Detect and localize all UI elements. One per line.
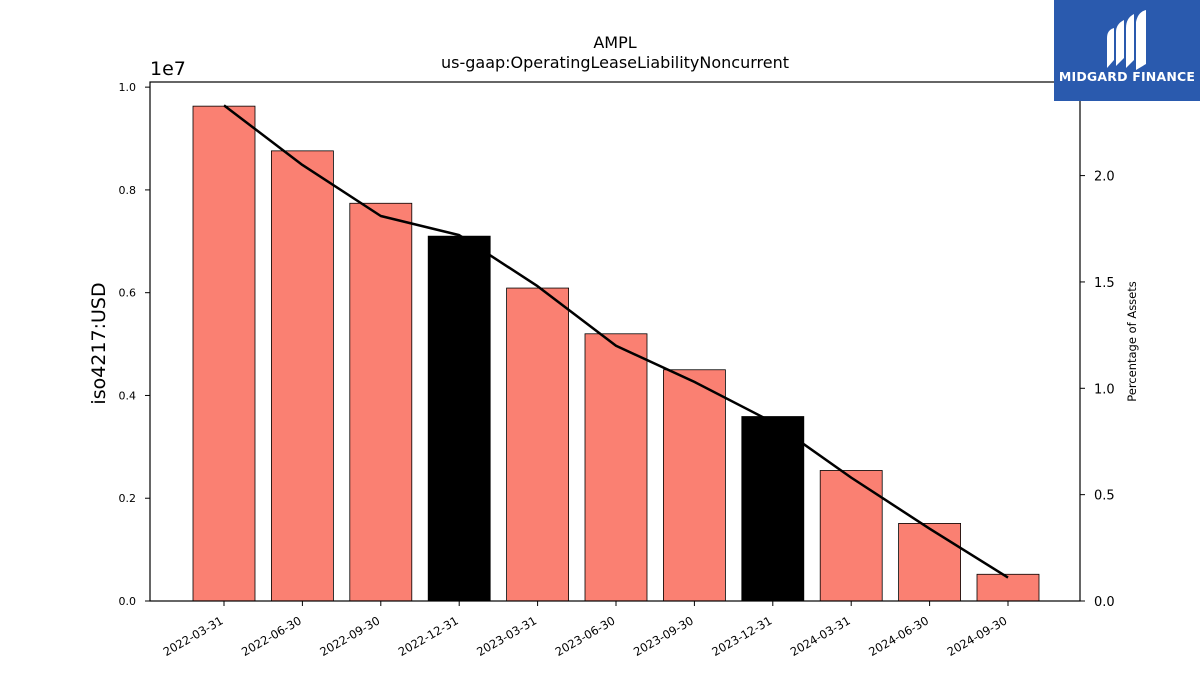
bar <box>741 416 805 602</box>
y2-tick-label: 1.5 <box>1094 276 1115 291</box>
y-axis-offset-label: 1e7 <box>150 58 186 80</box>
bar <box>506 287 570 602</box>
x-tick-label: 2024-06-30 <box>866 613 931 659</box>
logo-text: MIDGARD FINANCE <box>1058 69 1196 84</box>
plot-frame <box>149 81 1081 602</box>
y-tick-label: 0.0 <box>119 595 137 608</box>
bar <box>270 150 334 602</box>
x-tick-label: 2024-09-30 <box>945 613 1010 659</box>
bar <box>819 470 883 602</box>
bar <box>663 369 726 602</box>
x-tick-label: 2023-09-30 <box>631 613 696 659</box>
midgard-finance-logo: MIDGARD FINANCE <box>1054 0 1200 101</box>
bar <box>584 333 648 602</box>
bar <box>192 105 256 602</box>
y-tick-label: 0.4 <box>119 389 137 402</box>
chart-subtitle: us-gaap:OperatingLeaseLiabilityNoncurren… <box>441 53 789 72</box>
bar <box>976 573 1040 602</box>
bar <box>898 523 961 602</box>
bar <box>427 235 491 602</box>
y2-tick-label: 2.0 <box>1094 170 1115 185</box>
x-tick-label: 2022-12-31 <box>396 613 461 659</box>
y2-axis-label: Percentage of Assets <box>1125 281 1139 402</box>
x-tick-label: 2023-06-30 <box>553 613 618 659</box>
y-axis-label: iso4217:USD <box>88 282 110 404</box>
y2-tick-label: 0.0 <box>1094 595 1115 610</box>
y2-tick-label: 0.5 <box>1094 489 1115 504</box>
y-tick-label: 0.2 <box>119 492 137 505</box>
percentage-line <box>223 104 1009 579</box>
bar <box>349 202 413 602</box>
midgard-logo-icon <box>1107 10 1146 70</box>
y-tick-label: 0.8 <box>119 184 137 197</box>
y-tick-label: 0.6 <box>119 287 137 300</box>
x-tick-label: 2022-09-30 <box>317 613 382 659</box>
x-tick-label: 2024-03-31 <box>788 613 853 659</box>
y2-tick-label: 1.0 <box>1094 382 1115 397</box>
y-tick-label: 1.0 <box>119 81 137 94</box>
x-tick-label: 2022-06-30 <box>239 613 304 659</box>
x-tick-label: 2023-12-31 <box>709 613 774 659</box>
chart-title: AMPL <box>593 33 636 52</box>
x-tick-label: 2022-03-31 <box>161 613 226 659</box>
x-tick-label: 2023-03-31 <box>474 613 539 659</box>
